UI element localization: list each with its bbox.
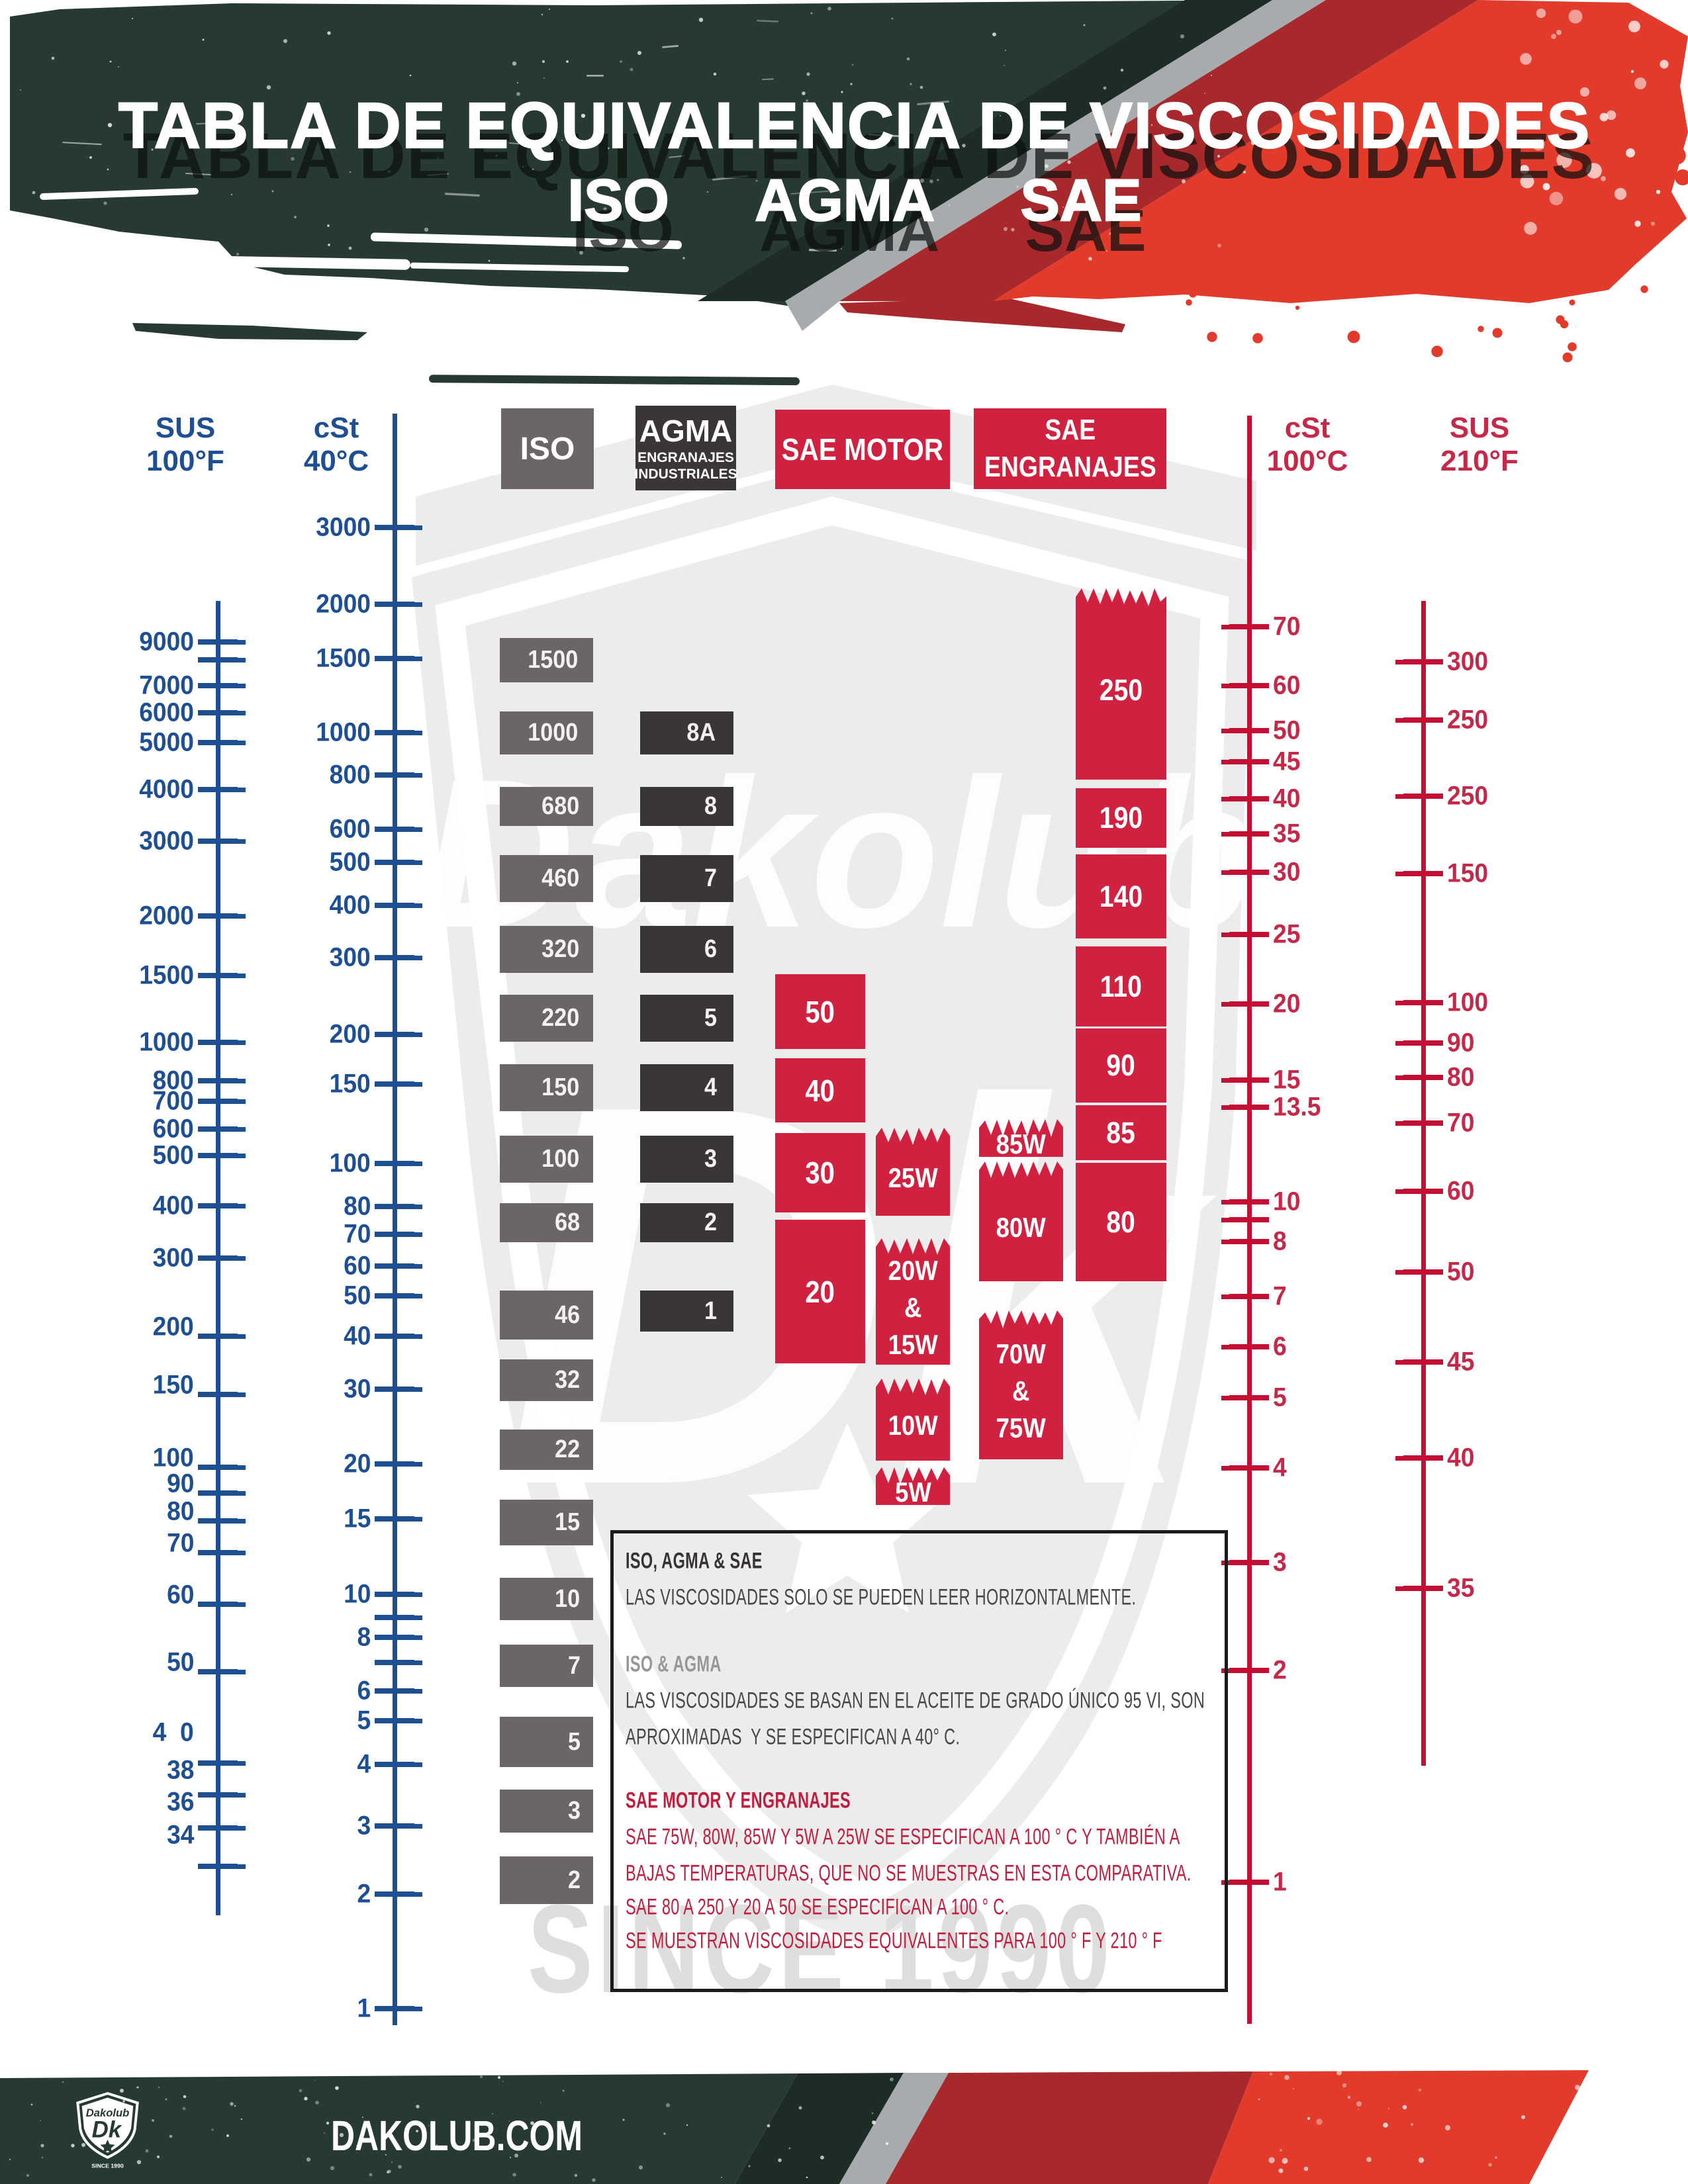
svg-text:SINCE 1990: SINCE 1990 [528, 1879, 1114, 2019]
svg-text:SINCE 1990: SINCE 1990 [91, 2163, 124, 2169]
svg-text:Dk: Dk [92, 2117, 122, 2143]
svg-text:Dakolub: Dakolub [86, 2107, 130, 2119]
